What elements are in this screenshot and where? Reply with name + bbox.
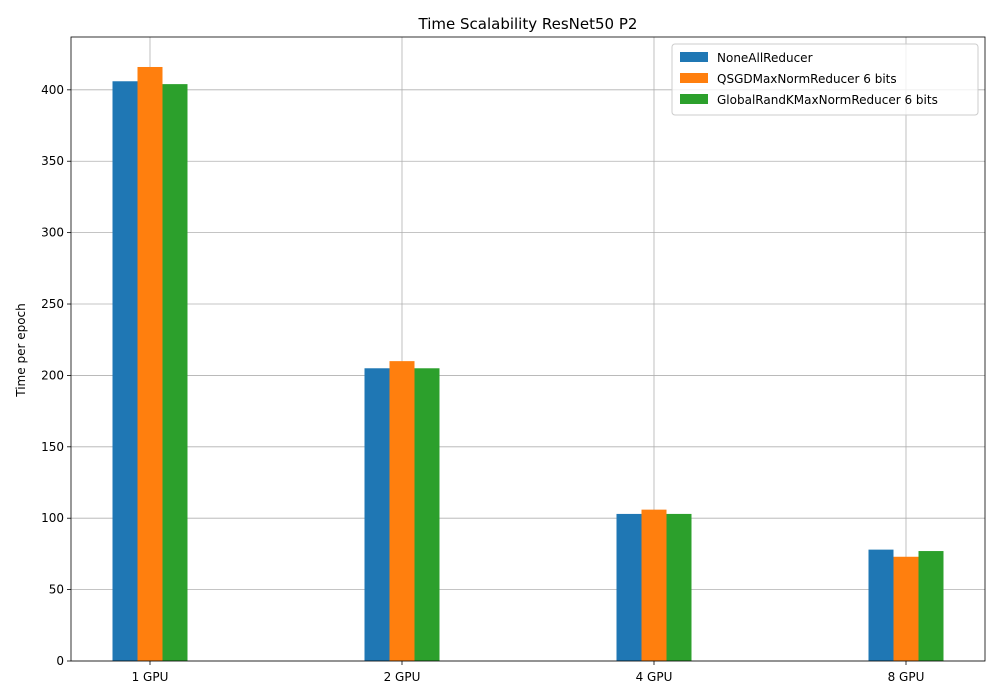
x-tick-label: 1 GPU <box>132 670 169 684</box>
bar <box>389 361 415 661</box>
y-tick-label: 300 <box>41 226 64 240</box>
plot-frame <box>70 36 986 662</box>
bar <box>616 513 642 661</box>
y-tick-label: 400 <box>41 83 64 97</box>
x-tick-label: 2 GPU <box>384 670 421 684</box>
bars <box>112 66 944 662</box>
y-tick-label: 150 <box>41 440 64 454</box>
x-tick-label: 8 GPU <box>888 670 925 684</box>
legend-box <box>671 43 979 116</box>
legend-swatch <box>680 94 708 104</box>
bar <box>868 549 894 661</box>
y-tick-label: 100 <box>41 511 64 525</box>
legend-swatch <box>680 52 708 62</box>
legend-entry: NoneAllReducer <box>717 51 813 65</box>
bar <box>918 551 944 661</box>
y-tick-label: 0 <box>56 654 64 668</box>
tick-labels: 0 50 100 150 200 250 300 350 400 1 GPU 2 GPU 4 GPU 8… <box>41 83 924 684</box>
bar <box>414 368 440 661</box>
bar <box>364 368 390 661</box>
grid-lines <box>71 37 985 662</box>
y-axis-label: Time per epoch <box>14 303 28 397</box>
legend-entry: QSGDMaxNormReducer 6 bits <box>717 72 897 86</box>
axes <box>67 36 986 665</box>
chart-title: Time Scalability ResNet50 P2 <box>418 15 638 33</box>
legend-swatch <box>680 73 708 83</box>
x-tick-label: 4 GPU <box>636 670 673 684</box>
y-tick-label: 200 <box>41 368 64 382</box>
legend: NoneAllReducer QSGDMaxNormReducer 6 bits G… <box>671 43 979 116</box>
bar <box>666 513 692 661</box>
bar <box>641 509 667 661</box>
bar <box>893 556 919 661</box>
y-tick-label: 50 <box>49 583 64 597</box>
bar <box>162 84 188 662</box>
legend-entry: GlobalRandKMaxNormReducer 6 bits <box>717 93 938 107</box>
y-tick-label: 250 <box>41 297 64 311</box>
bar <box>137 66 163 661</box>
bar <box>112 81 138 662</box>
y-tick-label: 350 <box>41 154 64 168</box>
